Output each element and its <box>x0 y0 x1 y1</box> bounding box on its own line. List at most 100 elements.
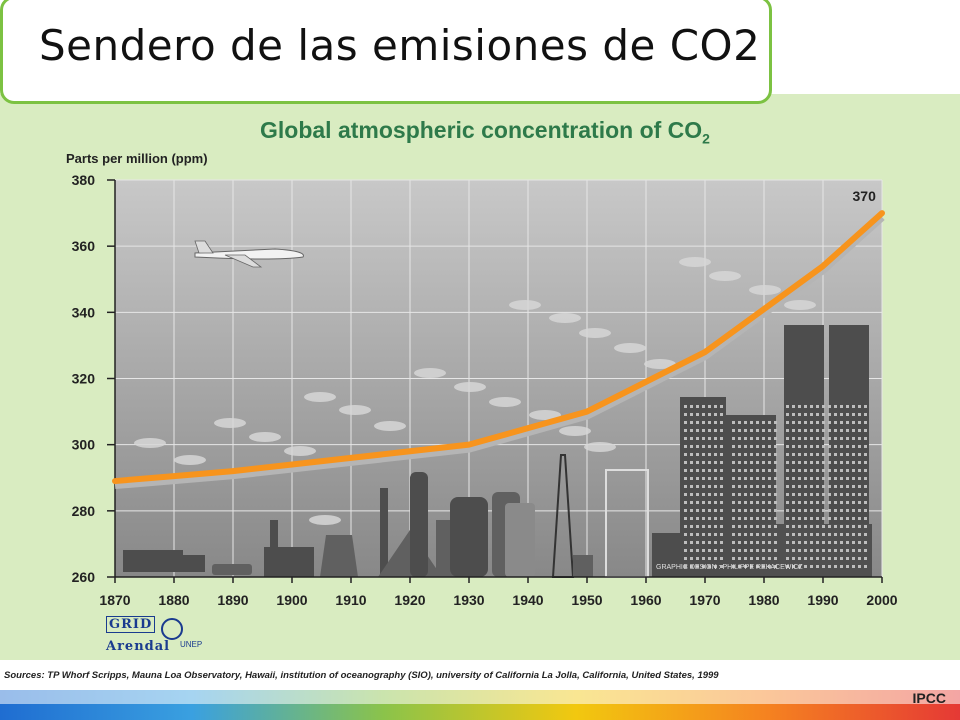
window <box>858 429 861 432</box>
window <box>684 541 687 544</box>
window <box>792 421 795 424</box>
window <box>762 437 765 440</box>
window <box>744 469 747 472</box>
window <box>852 509 855 512</box>
window <box>738 501 741 504</box>
series-line-shadow <box>114 214 885 490</box>
window <box>690 549 693 552</box>
window <box>804 541 807 544</box>
window <box>816 565 819 568</box>
cloud-shape <box>174 455 206 465</box>
window <box>738 445 741 448</box>
window <box>732 541 735 544</box>
window <box>738 509 741 512</box>
window <box>852 493 855 496</box>
window <box>684 565 687 568</box>
window <box>768 437 771 440</box>
window <box>696 501 699 504</box>
window <box>732 461 735 464</box>
window <box>846 437 849 440</box>
window <box>804 525 807 528</box>
window <box>774 469 777 472</box>
footer-highlight <box>0 690 960 704</box>
window <box>804 485 807 488</box>
window <box>798 421 801 424</box>
window <box>792 405 795 408</box>
y-tick-label: 360 <box>72 238 96 254</box>
window <box>822 501 825 504</box>
sources-note: Sources: TP Whorf Scripps, Mauna Loa Obs… <box>4 670 719 681</box>
window <box>714 509 717 512</box>
window <box>828 517 831 520</box>
window <box>762 493 765 496</box>
window <box>696 525 699 528</box>
co2-series-line <box>112 210 885 485</box>
window <box>708 533 711 536</box>
window <box>762 469 765 472</box>
window <box>834 533 837 536</box>
window <box>744 421 747 424</box>
window <box>732 533 735 536</box>
window <box>708 541 711 544</box>
window <box>786 405 789 408</box>
window <box>792 557 795 560</box>
window <box>750 549 753 552</box>
window <box>708 565 711 568</box>
window <box>768 477 771 480</box>
window <box>690 437 693 440</box>
window <box>822 525 825 528</box>
window <box>696 405 699 408</box>
window <box>696 437 699 440</box>
window <box>756 541 759 544</box>
window <box>720 549 723 552</box>
window <box>756 493 759 496</box>
window <box>720 413 723 416</box>
window <box>684 421 687 424</box>
window <box>822 493 825 496</box>
x-tick-label: 1940 <box>512 592 543 608</box>
window <box>732 445 735 448</box>
window <box>864 525 867 528</box>
window <box>852 429 855 432</box>
window <box>702 461 705 464</box>
window <box>696 509 699 512</box>
window <box>720 517 723 520</box>
window <box>774 509 777 512</box>
window <box>732 557 735 560</box>
window <box>822 533 825 536</box>
x-tick-label: 1930 <box>453 592 484 608</box>
window <box>828 477 831 480</box>
window <box>792 517 795 520</box>
window <box>696 453 699 456</box>
window <box>702 445 705 448</box>
window <box>714 557 717 560</box>
x-tick-label: 1890 <box>217 592 248 608</box>
window <box>858 541 861 544</box>
factory-icon <box>264 547 314 577</box>
window <box>804 453 807 456</box>
window <box>786 565 789 568</box>
window <box>732 477 735 480</box>
window <box>786 485 789 488</box>
slide-title-box: Sendero de las emisiones de CO2 <box>0 0 772 104</box>
airplane-icon <box>194 240 304 268</box>
window <box>732 437 735 440</box>
window <box>732 493 735 496</box>
window <box>798 429 801 432</box>
cloud-shape <box>509 300 541 310</box>
window <box>720 525 723 528</box>
window <box>786 525 789 528</box>
window <box>786 533 789 536</box>
window <box>714 501 717 504</box>
y-axis-label: Parts per million (ppm) <box>66 151 208 166</box>
window <box>702 469 705 472</box>
window <box>858 557 861 560</box>
window <box>828 437 831 440</box>
window <box>744 437 747 440</box>
window <box>864 477 867 480</box>
window <box>840 485 843 488</box>
window <box>822 557 825 560</box>
window <box>834 405 837 408</box>
window <box>846 493 849 496</box>
window <box>744 565 747 568</box>
